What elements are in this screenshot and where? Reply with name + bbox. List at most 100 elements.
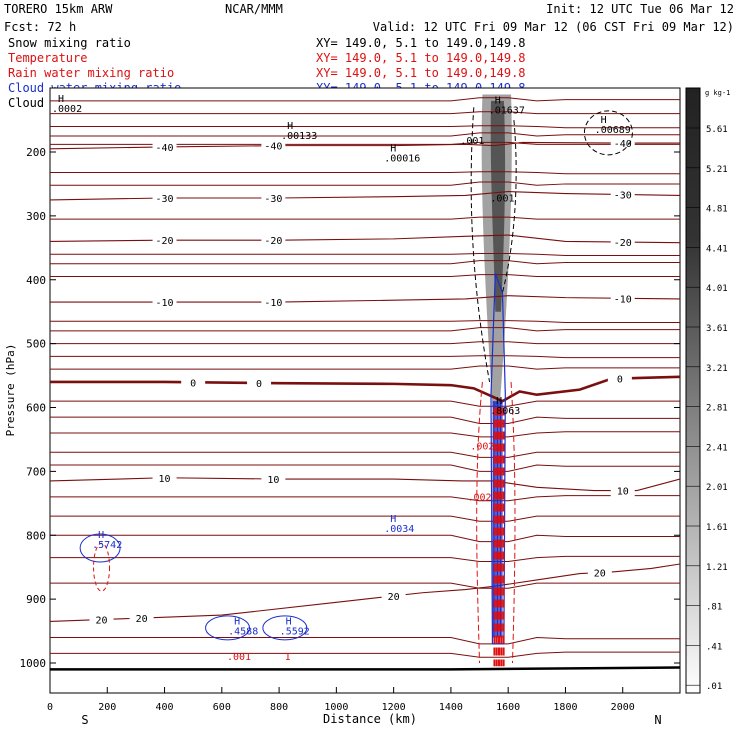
plot-frame (49, 87, 681, 694)
max-value-7: .5742 (92, 540, 122, 551)
isotherm-line (50, 534, 680, 543)
colorbar-label-6: 3.21 (706, 364, 728, 374)
rain-contour-outer (476, 381, 516, 664)
max-marker-H-1: H (287, 121, 293, 132)
contour-label--40: -40 (156, 143, 174, 154)
field-xy-0: XY= 149.0, 5.1 to 149.0,149.8 (316, 36, 526, 50)
forecast-hour: Fcst: 72 h (4, 20, 76, 34)
max-value-8: .4588 (228, 626, 258, 637)
max-value-5: .8063 (490, 406, 520, 417)
x-tick-label-800: 800 (270, 702, 288, 713)
contour-label-bg (181, 376, 206, 389)
colorbar-label-4: 4.01 (706, 284, 728, 294)
colorbar-label-11: 1.21 (706, 563, 728, 573)
contour-label-bg (261, 191, 286, 204)
max-marker-H-3: H (495, 96, 501, 107)
colorbar-label-10: 1.61 (706, 523, 728, 533)
contour-label-bg (152, 191, 177, 204)
contour-label-bg (152, 140, 177, 153)
colorbar-label-0: 5.61 (706, 125, 728, 135)
contour-label-bg (610, 292, 635, 305)
contour-small-label-4: .001 (227, 652, 251, 663)
colorbar-label-8: 2.41 (706, 443, 728, 453)
contour-label-bg (610, 484, 635, 497)
contour-label-20: 20 (136, 614, 148, 625)
colorbar-label-13: .41 (706, 642, 722, 652)
max-value-1: .00133 (281, 131, 317, 142)
contour-small-label-5: 1 (285, 652, 291, 663)
isotherm-line (50, 320, 680, 324)
y-tick-label-600: 600 (26, 402, 46, 415)
colorbar-label-5: 3.61 (706, 324, 728, 334)
y-axis-label: Pressure (hPa) (4, 344, 17, 437)
x-tick-label-1600: 1600 (496, 702, 520, 713)
org-title: NCAR/MMM (225, 2, 283, 16)
isotherm-line (50, 171, 680, 175)
valid-time: Valid: 12 UTC Fri 09 Mar 12 (06 CST Fri … (373, 20, 734, 34)
colorbar-label-9: 2.01 (706, 483, 728, 493)
max-marker-H-8: H (234, 616, 240, 627)
contour-small-label-3: .002 (470, 441, 494, 452)
isotherm-line (50, 181, 680, 186)
isotherm-line (50, 97, 680, 102)
contour-label-10: 10 (159, 474, 171, 485)
isotherm-line (50, 651, 680, 658)
x-tick-label-0: 0 (47, 702, 53, 713)
temperature-contour--30 (50, 191, 680, 201)
y-tick-label-700: 700 (26, 465, 46, 478)
y-tick-label-900: 900 (26, 593, 46, 606)
colorbar-label-12: .81 (706, 603, 722, 613)
contour-label-bg (261, 234, 286, 247)
temperature-contour-20 (50, 563, 680, 623)
contour-label-bg (152, 296, 177, 309)
max-value-2: .00016 (384, 154, 420, 165)
contour-small-label-0: .001 (460, 136, 484, 147)
isotherm-line (50, 341, 680, 345)
contour-label-bg (587, 566, 612, 579)
max-marker-H-7: H (98, 530, 104, 541)
contour-label-bg (610, 236, 635, 249)
contour-label--10: -10 (614, 294, 632, 305)
isotherm-line (50, 274, 680, 278)
max-marker-H-9: H (286, 616, 292, 627)
contour-label--30: -30 (614, 190, 632, 201)
contour-label--40: -40 (264, 142, 282, 153)
isotherm-line (50, 495, 680, 502)
contour-label-0: 0 (617, 375, 623, 386)
contour-label-20: 20 (96, 616, 108, 627)
cloud-water-cell-1 (205, 615, 251, 641)
temperature-contour--10 (50, 295, 680, 303)
max-value-9: .5592 (280, 626, 310, 637)
isotherm-line (50, 111, 680, 115)
colorbar-label-1: 5.21 (706, 165, 728, 175)
colorbar-label-7: 2.81 (706, 404, 728, 414)
field-name-2: Rain water mixing ratio (8, 66, 174, 80)
contour-label--20: -20 (614, 238, 632, 249)
colorbar: g kg-1 5.61 5.21 4.81 4.41 4.01 3.61 3.21 2.81 2… (685, 87, 730, 694)
max-value-3: .01637 (489, 106, 525, 117)
terrain-line (50, 666, 680, 671)
max-marker-H-2: H (390, 144, 396, 155)
y-tick-label-500: 500 (26, 338, 46, 351)
isotherm-line (50, 260, 680, 265)
x-tick-label-1200: 1200 (382, 702, 406, 713)
x-tick-label-1400: 1400 (439, 702, 463, 713)
colorbar-label-2: 4.81 (706, 205, 728, 215)
contour-label-20: 20 (594, 569, 606, 580)
cloud-water-cell-0 (79, 533, 121, 563)
contour-label-bg (129, 612, 154, 625)
init-time: Init: 12 UTC Tue 06 Mar 12 (546, 2, 734, 16)
contour-label-bg (610, 137, 635, 150)
isotherm-line (50, 125, 680, 129)
rain-cell-south (93, 542, 111, 592)
max-marker-H-0: H (58, 94, 64, 105)
snow-plume-core (490, 100, 506, 312)
field-xy-1: XY= 149.0, 5.1 to 149.0,149.8 (316, 51, 526, 65)
max-value-6: .0034 (384, 524, 414, 535)
contour-label-bg (261, 296, 286, 309)
contour-label--20: -20 (156, 236, 174, 247)
colorbar-unit: g kg-1 (705, 89, 730, 97)
isotherm-line (50, 365, 680, 370)
isotherm-line (50, 636, 680, 645)
